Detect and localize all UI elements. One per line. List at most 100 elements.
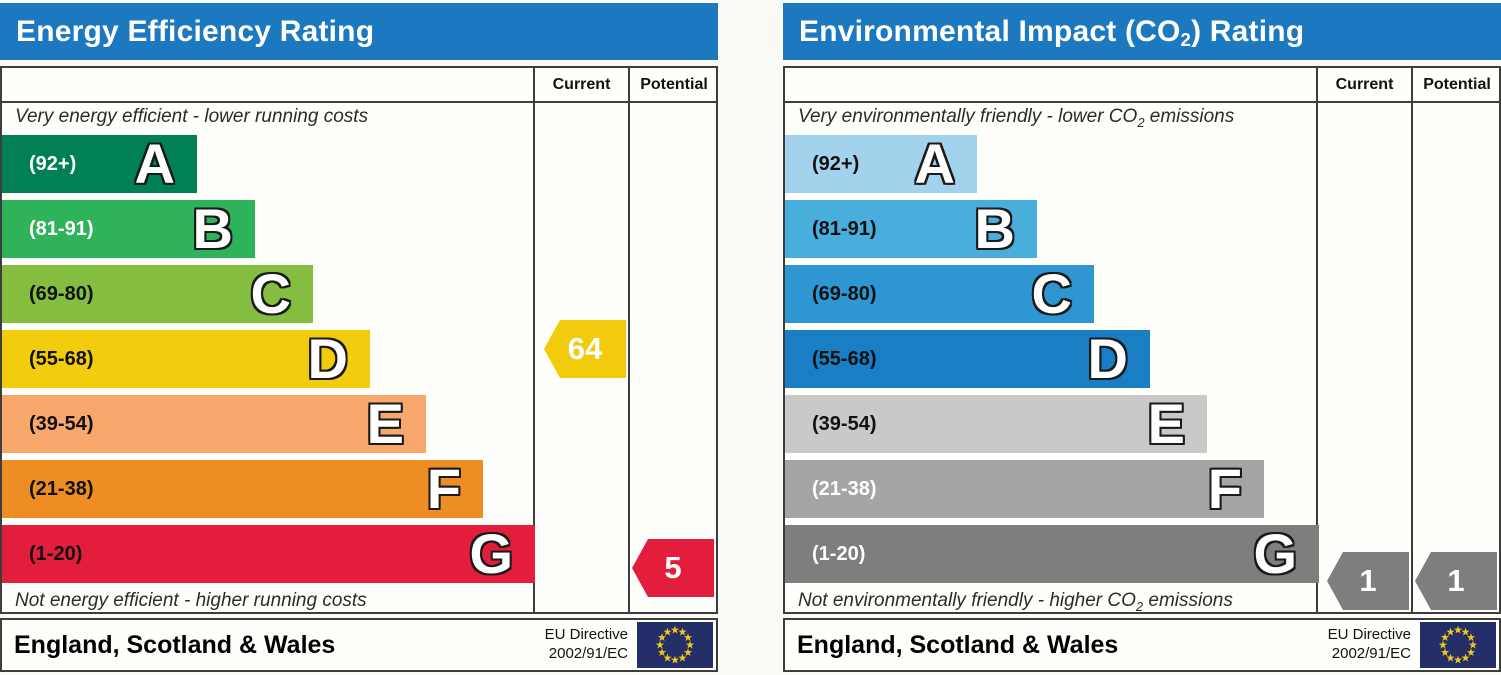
band-bar-g: (1-20) G (2, 525, 535, 583)
column-header-row: Current Potential (785, 68, 1499, 103)
eu-flag-star (1440, 648, 1450, 657)
band-range-label: (21-38) (29, 477, 94, 500)
environmental-impact-panel: Environmental Impact (CO 2) Rating Curren… (783, 0, 1501, 675)
current-rating-arrow: 1 (1327, 552, 1409, 610)
band-range-label: (39-54) (812, 412, 877, 435)
caption-bottom-subscript: 2 (1135, 598, 1144, 614)
potential-column-divider (628, 68, 630, 612)
band-row: (21-38) F (2, 460, 533, 525)
eu-flag-star (1466, 633, 1476, 642)
band-range-label: (92+) (29, 152, 77, 175)
band-bar-e: (39-54) E (785, 395, 1207, 453)
band-bar-c: (69-80) C (785, 265, 1094, 323)
band-row: (39-54) E (2, 395, 533, 460)
band-range-label: (69-80) (812, 282, 877, 305)
band-bar-d: (55-68) D (785, 330, 1150, 388)
band-range-label: (39-54) (29, 412, 94, 435)
band-bar-b: (81-91) B (2, 200, 255, 258)
band-letter: A (134, 132, 175, 195)
band-row: (39-54) E (785, 395, 1316, 460)
band-row: (69-80) C (785, 265, 1316, 330)
band-letter: D (307, 327, 348, 390)
eu-directive-line2: 2002/91/EC (548, 645, 628, 662)
band-range-label: (81-91) (29, 217, 94, 240)
panel-title-text: Energy Efficiency Rating (16, 14, 375, 48)
panel-title-subscript: 2 (1180, 29, 1192, 50)
band-bar-f: (21-38) F (785, 460, 1264, 518)
band-row: (81-91) B (785, 200, 1316, 265)
rating-bands: (92+) A (81-91) B (69-80) C (55-68) D (39-54) E (2… (785, 135, 1319, 590)
eu-directive-label: EU Directive 2002/91/EC (1328, 626, 1411, 664)
band-range-label: (69-80) (29, 282, 94, 305)
eu-flag-star (1461, 627, 1470, 636)
current-column-header: Current (1335, 75, 1394, 93)
eu-flag-star (683, 633, 693, 642)
caption-bottom: Not energy efficient - higher running co… (15, 590, 520, 614)
band-range-label: (81-91) (812, 217, 877, 240)
potential-rating-arrow: 5 (632, 539, 714, 597)
eu-flag-star (1446, 653, 1455, 662)
eu-directive-line1: EU Directive (1327, 626, 1411, 644)
band-range-label: (55-68) (29, 347, 94, 370)
eu-flag-star (1466, 648, 1476, 657)
current-column-header: Current (552, 75, 611, 93)
eu-flag-star (1446, 627, 1455, 636)
band-row: (69-80) C (2, 265, 533, 330)
potential-column-header: Potential (1423, 75, 1491, 93)
eu-flag-star (1461, 653, 1470, 662)
caption-top-subscript: 2 (1137, 114, 1145, 130)
band-row: (92+) A (2, 135, 533, 200)
band-range-label: (55-68) (812, 347, 877, 370)
region-label: England, Scotland & Wales (14, 630, 336, 659)
eu-flag-star (1438, 640, 1448, 649)
panel-title: Environmental Impact (CO 2) Rating (783, 3, 1501, 60)
panel-title-text-end: ) Rating (1191, 14, 1305, 48)
band-bar-d: (55-68) D (2, 330, 370, 388)
current-rating-arrow: 64 (544, 320, 626, 378)
eu-directive-line1: EU Directive (544, 626, 628, 644)
band-letter: B (192, 197, 233, 260)
caption-top: Very energy efficient - lower running co… (15, 106, 520, 130)
caption-top-text: Very energy efficient - lower running co… (15, 106, 369, 127)
band-bar-e: (39-54) E (2, 395, 426, 453)
column-header-row: Current Potential (2, 68, 716, 103)
band-bar-g: (1-20) G (785, 525, 1319, 583)
eu-flag-star (685, 640, 695, 649)
band-letter: D (1087, 327, 1128, 390)
caption-bottom-text: Not energy efficient - higher running co… (15, 590, 367, 611)
eu-flag-star (663, 653, 672, 662)
band-range-label: (92+) (812, 152, 860, 175)
band-row: (1-20) G (785, 525, 1319, 590)
band-letter: G (469, 522, 513, 585)
footer: England, Scotland & Wales EU Directive 2… (0, 618, 718, 672)
eu-flag-star (683, 648, 693, 657)
eu-flag-icon (1420, 622, 1496, 668)
potential-column-header: Potential (640, 75, 708, 93)
energy-efficiency-panel: Energy Efficiency Rating Current Potenti… (0, 0, 718, 675)
caption-bottom-text: Not environmentally friendly - higher CO (798, 590, 1136, 611)
eu-flag-star (678, 653, 687, 662)
band-bar-f: (21-38) F (2, 460, 483, 518)
band-row: (55-68) D (785, 330, 1316, 395)
eu-flag-star (670, 625, 680, 634)
current-column-divider (1316, 68, 1318, 612)
current-column-divider (533, 68, 535, 612)
footer: England, Scotland & Wales EU Directive 2… (783, 618, 1501, 672)
caption-top-text-end: emissions (1144, 106, 1235, 127)
potential-rating-arrow: 1 (1415, 552, 1497, 610)
rating-bands: (92+) A (81-91) B (69-80) C (55-68) D (39-54) E (2… (2, 135, 535, 590)
band-bar-c: (69-80) C (2, 265, 313, 323)
eu-flag-star (1453, 625, 1463, 634)
eu-directive-line2: 2002/91/EC (1331, 645, 1411, 662)
eu-flag-star (678, 627, 687, 636)
eu-flag-star (655, 640, 665, 649)
rating-chart: Current Potential Very environmentally f… (783, 66, 1501, 614)
band-letter: C (1031, 262, 1072, 325)
caption-top-text: Very environmentally friendly - lower CO (798, 106, 1138, 127)
band-range-label: (21-38) (812, 477, 877, 500)
band-letter: F (426, 457, 461, 520)
eu-flag-star (1453, 655, 1463, 664)
band-bar-a: (92+) A (2, 135, 197, 193)
band-row: (81-91) B (2, 200, 533, 265)
band-row: (21-38) F (785, 460, 1316, 525)
